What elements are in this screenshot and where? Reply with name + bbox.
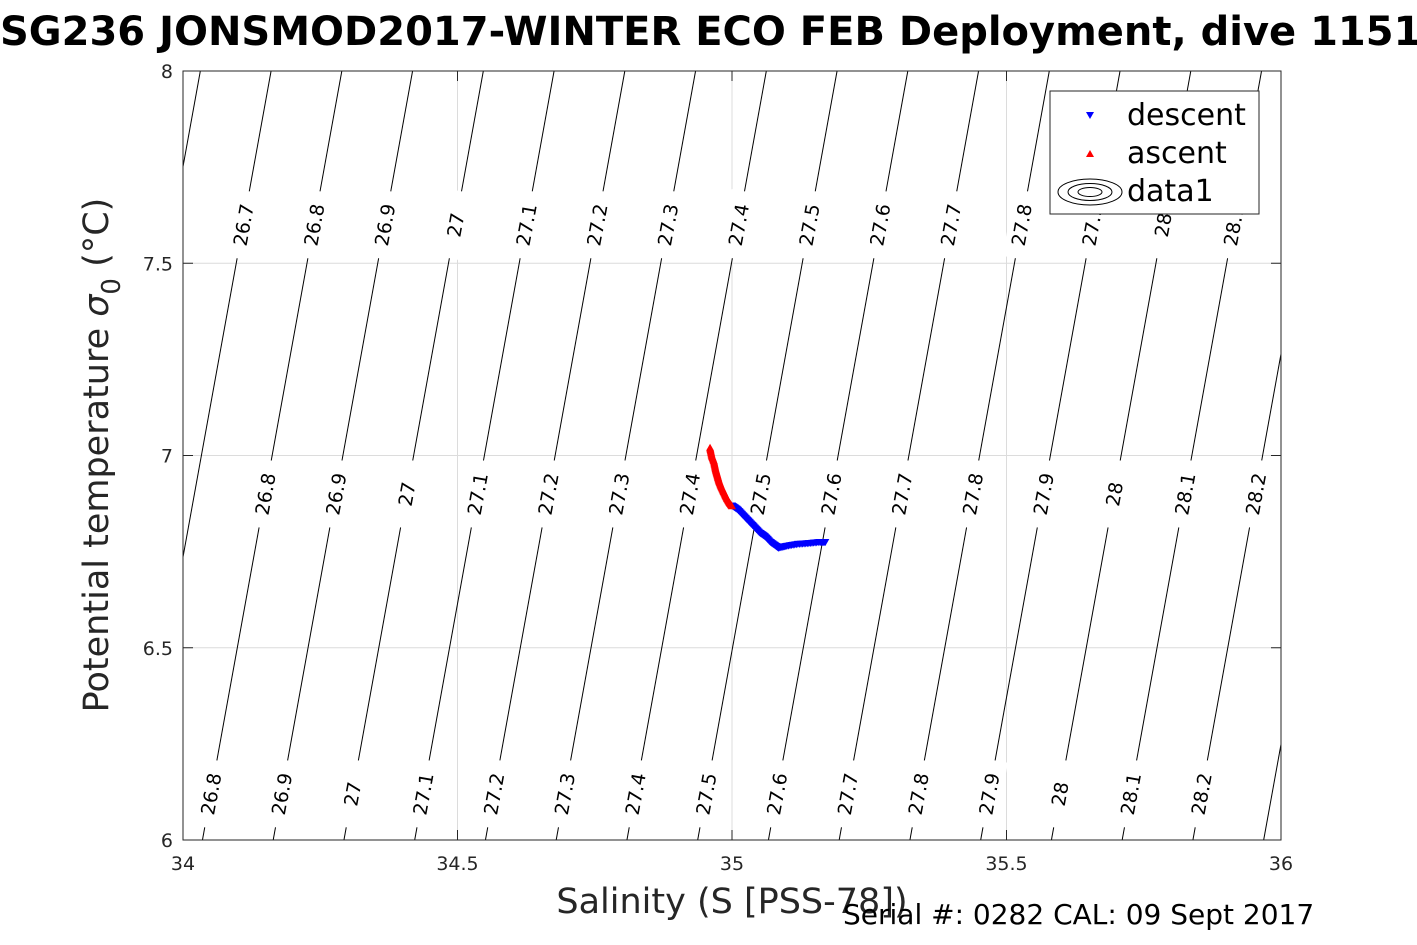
isopycnal-label-bg <box>317 458 355 530</box>
legend: descent ascent data1 <box>1049 90 1260 215</box>
isopycnal-label-bg <box>1024 458 1063 530</box>
legend-box <box>1049 90 1260 215</box>
y-axis-label-symbol: σ <box>77 293 117 317</box>
isopycnal-label-bg <box>333 758 372 830</box>
chart-title: SG236 JONSMOD2017-WINTER ECO FEB Deploym… <box>0 9 1417 55</box>
legend-ascent-marker <box>1086 150 1094 157</box>
legend-descent-marker <box>1086 112 1094 119</box>
isopycnal-label-bg <box>931 189 970 261</box>
descent-point <box>821 539 830 547</box>
isopycnal-label: 28 <box>1048 780 1074 808</box>
x-tick-label: 34.5 <box>436 853 478 875</box>
isopycnal-label-bg <box>404 758 442 830</box>
y-tick-label: 6.5 <box>143 638 173 660</box>
y-tick-label: 7 <box>161 446 173 468</box>
isopycnal-label-bg <box>600 458 638 530</box>
isopycnal-label: 27 <box>395 480 421 508</box>
isopycnal-label-bg <box>529 458 568 530</box>
y-axis-label-unit: (°C) <box>77 198 117 278</box>
isopycnal-line <box>182 70 272 558</box>
y-axis-label: Potential temperature σ0 (°C) <box>77 198 127 713</box>
isopycnal-label-bg <box>474 758 513 830</box>
isopycnal-label-bg <box>578 189 616 261</box>
isopycnal-label-bg <box>828 758 867 830</box>
isopycnal-label-bg <box>970 758 1008 830</box>
isopycnal-label-bg <box>436 189 475 261</box>
legend-contour-icon <box>1057 178 1123 206</box>
y-tick-label: 7.5 <box>143 253 173 275</box>
y-axis-label-main: Potential temperature <box>77 317 117 713</box>
isopycnal-label-bg <box>741 458 780 530</box>
isopycnal-label-bg <box>899 758 938 830</box>
isopycnal-label-bg <box>670 458 709 530</box>
isopycnal-line <box>1192 353 1282 841</box>
x-tick-label: 35 <box>720 853 744 875</box>
isopycnal-label-bg <box>545 758 584 830</box>
isopycnal-line <box>182 70 201 167</box>
x-tick-label: 34 <box>171 853 195 875</box>
isopycnal-label-bg <box>861 189 899 261</box>
legend-ascent-label: ascent <box>1127 136 1227 171</box>
isopycnal-label-bg <box>953 458 992 530</box>
isopycnal-line <box>1263 744 1282 841</box>
serial-calibration-note: Serial #: 0282 CAL: 09 Sept 2017 <box>843 898 1315 931</box>
data-series <box>706 443 830 552</box>
isopycnal-label-bg <box>790 189 829 261</box>
isopycnal-label-bg <box>246 458 285 530</box>
x-axis-label: Salinity (S [PSS-78]) <box>556 882 907 922</box>
x-tick-label: 36 <box>1269 853 1293 875</box>
isopycnal-label-bg <box>295 189 333 261</box>
y-tick-label: 8 <box>161 61 173 83</box>
ascent-point <box>728 502 736 510</box>
y-tick-label: 6 <box>161 830 173 852</box>
isopycnal-label-bg <box>1182 758 1221 830</box>
isopycnal-label-bg <box>1095 458 1133 530</box>
isopycnal-label: 28 <box>1151 211 1177 239</box>
isopycnal-label-bg <box>616 758 655 830</box>
isopycnal-label-bg <box>1236 458 1275 530</box>
isopycnal-label-bg <box>719 189 758 261</box>
isopycnal-label-bg <box>262 758 301 830</box>
density-contours: 26.726.826.826.826.926.926.927272727.127… <box>182 70 1282 841</box>
isopycnal-label-bg <box>648 189 687 261</box>
isopycnal-label: 28 <box>1102 480 1128 508</box>
isopycnal-label-bg <box>883 458 921 530</box>
isopycnal-label-bg <box>191 758 230 830</box>
isopycnal-label-bg <box>1002 189 1041 261</box>
isopycnal-label-bg <box>365 189 404 261</box>
axis-ticks: 34 34.5 35 35.5 36 6 6.5 7 7.5 8 <box>143 61 1293 875</box>
isopycnal-label-bg <box>687 758 725 830</box>
legend-data1-label: data1 <box>1127 174 1214 209</box>
isopycnal-label: 27 <box>340 780 366 808</box>
isopycnal-label-bg <box>507 189 546 261</box>
y-axis-label-subscript: 0 <box>97 278 127 295</box>
isopycnal-label-bg <box>387 458 426 530</box>
isopycnal-label: 27 <box>443 211 469 239</box>
isopycnal-label-bg <box>458 458 497 530</box>
isopycnal-label-bg <box>757 758 796 830</box>
isopycnal-label-bg <box>1111 758 1150 830</box>
isopycnal-label-bg <box>1166 458 1204 530</box>
isopycnal-label-bg <box>812 458 851 530</box>
isopycnal-label-bg <box>1040 758 1079 830</box>
isopycnal-label-bg <box>224 189 263 261</box>
legend-descent-label: descent <box>1127 98 1246 133</box>
x-tick-label: 35.5 <box>985 853 1027 875</box>
